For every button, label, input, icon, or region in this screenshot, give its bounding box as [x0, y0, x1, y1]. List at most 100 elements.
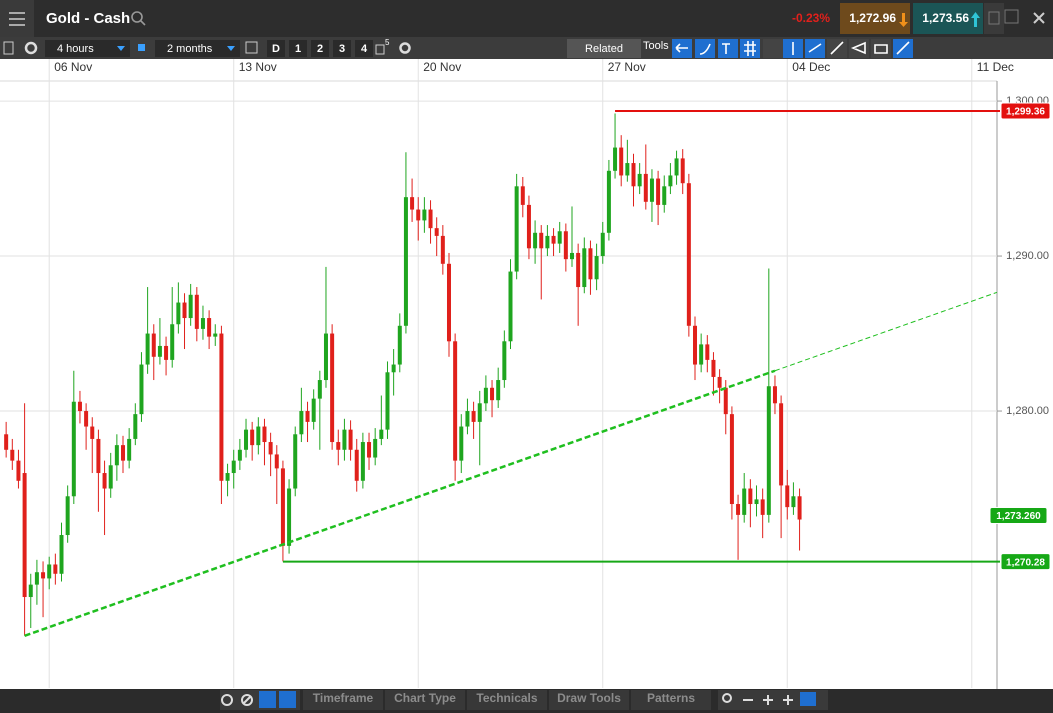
sell-price: 1,272.96 [849, 11, 896, 25]
candle-body [594, 256, 599, 280]
popout-button[interactable] [1004, 9, 1019, 24]
candle-body [563, 231, 568, 260]
related-button[interactable] [567, 39, 641, 58]
candle-body [16, 460, 21, 481]
candle-body [176, 302, 181, 325]
candle-body [656, 178, 661, 205]
refresh-button[interactable] [221, 694, 233, 706]
period-button[interactable] [289, 40, 307, 57]
lock-icon[interactable] [138, 44, 145, 51]
clear-button[interactable] [241, 694, 253, 706]
list-icon[interactable] [3, 41, 14, 55]
candle-body [717, 376, 722, 388]
candle-body [520, 186, 525, 205]
settings-icon[interactable] [24, 41, 38, 55]
layout-icon[interactable] [375, 44, 385, 55]
candle-body [446, 263, 451, 342]
zoom-icons[interactable] [722, 692, 816, 706]
candle-body [465, 411, 470, 427]
candle-body [311, 398, 316, 422]
candle-body [779, 403, 784, 486]
tool-button[interactable] [871, 39, 891, 58]
tab-label: Chart Type [394, 691, 456, 705]
candle-body [545, 235, 550, 249]
tab-button[interactable] [385, 690, 465, 710]
candle-body [10, 449, 15, 461]
calendar-icon[interactable] [245, 41, 258, 54]
candle-body [674, 158, 679, 176]
tab-button[interactable] [467, 690, 547, 710]
candle-body [77, 401, 82, 412]
menu-button[interactable] [0, 0, 34, 37]
buy-button[interactable] [913, 3, 983, 34]
candle-body [256, 426, 261, 446]
search-icon[interactable] [131, 11, 146, 26]
candle-body [188, 294, 193, 319]
tab-label: Patterns [647, 691, 695, 705]
candle-body [723, 387, 728, 415]
candle-body [699, 344, 704, 365]
candle-body [213, 333, 218, 337]
candle-body [551, 235, 556, 244]
period-button[interactable] [311, 40, 329, 57]
candle-body [90, 426, 95, 439]
candle-body [588, 248, 593, 280]
tool-button[interactable] [740, 39, 760, 58]
up-arrow [971, 12, 980, 27]
period-button[interactable] [333, 40, 351, 57]
window-button[interactable] [984, 3, 1004, 34]
candle-body [299, 411, 304, 435]
range-label: 2 months [167, 43, 213, 55]
candle-body [305, 411, 310, 422]
candle-body [742, 488, 747, 515]
candle-body [145, 333, 150, 365]
candle-body [133, 414, 138, 439]
tool-button[interactable] [763, 39, 783, 58]
candle-body [471, 411, 476, 422]
settings-icon[interactable] [399, 42, 411, 54]
candle-body [754, 499, 759, 505]
sell-button[interactable] [840, 3, 910, 34]
x-tick-label: 06 Nov [54, 60, 92, 74]
candle-body [514, 186, 519, 272]
candle-body [440, 235, 445, 264]
period-button[interactable] [267, 40, 285, 57]
candle-body [200, 318, 205, 329]
tool-icons [672, 39, 913, 58]
candle-body [410, 197, 415, 210]
candle-body [151, 333, 156, 357]
candle-body [71, 401, 76, 497]
candle-body [28, 584, 33, 598]
candle-body [428, 209, 433, 229]
tab-button[interactable] [549, 690, 629, 710]
period-button[interactable] [355, 40, 373, 57]
candle-body [102, 473, 107, 489]
scroll-button[interactable] [279, 691, 296, 708]
close-button[interactable] [1033, 12, 1045, 24]
tool-button[interactable] [849, 39, 869, 58]
interval-label: 4 hours [57, 43, 94, 55]
candle-body [108, 465, 113, 489]
candle-body [668, 175, 673, 187]
tab-button[interactable] [631, 690, 711, 710]
buy-price: 1,273.56 [922, 11, 969, 25]
candle-body [385, 372, 390, 430]
range-dropdown[interactable] [155, 40, 240, 57]
candle-body [785, 485, 790, 508]
candle-body [225, 473, 230, 481]
candle-body [797, 496, 802, 520]
interval-dropdown[interactable] [45, 40, 130, 57]
candle-body [582, 248, 587, 288]
tool-button[interactable] [695, 39, 715, 58]
tool-button[interactable] [718, 39, 738, 58]
candle-body [250, 429, 255, 446]
candle-body [625, 163, 630, 176]
draw-button[interactable] [259, 691, 276, 708]
chart-background [0, 59, 1053, 689]
tab-button[interactable] [303, 690, 383, 710]
candle-body [53, 564, 58, 574]
tools-label: Tools [643, 40, 669, 52]
candle-body [397, 325, 402, 365]
candle-body [533, 232, 538, 249]
